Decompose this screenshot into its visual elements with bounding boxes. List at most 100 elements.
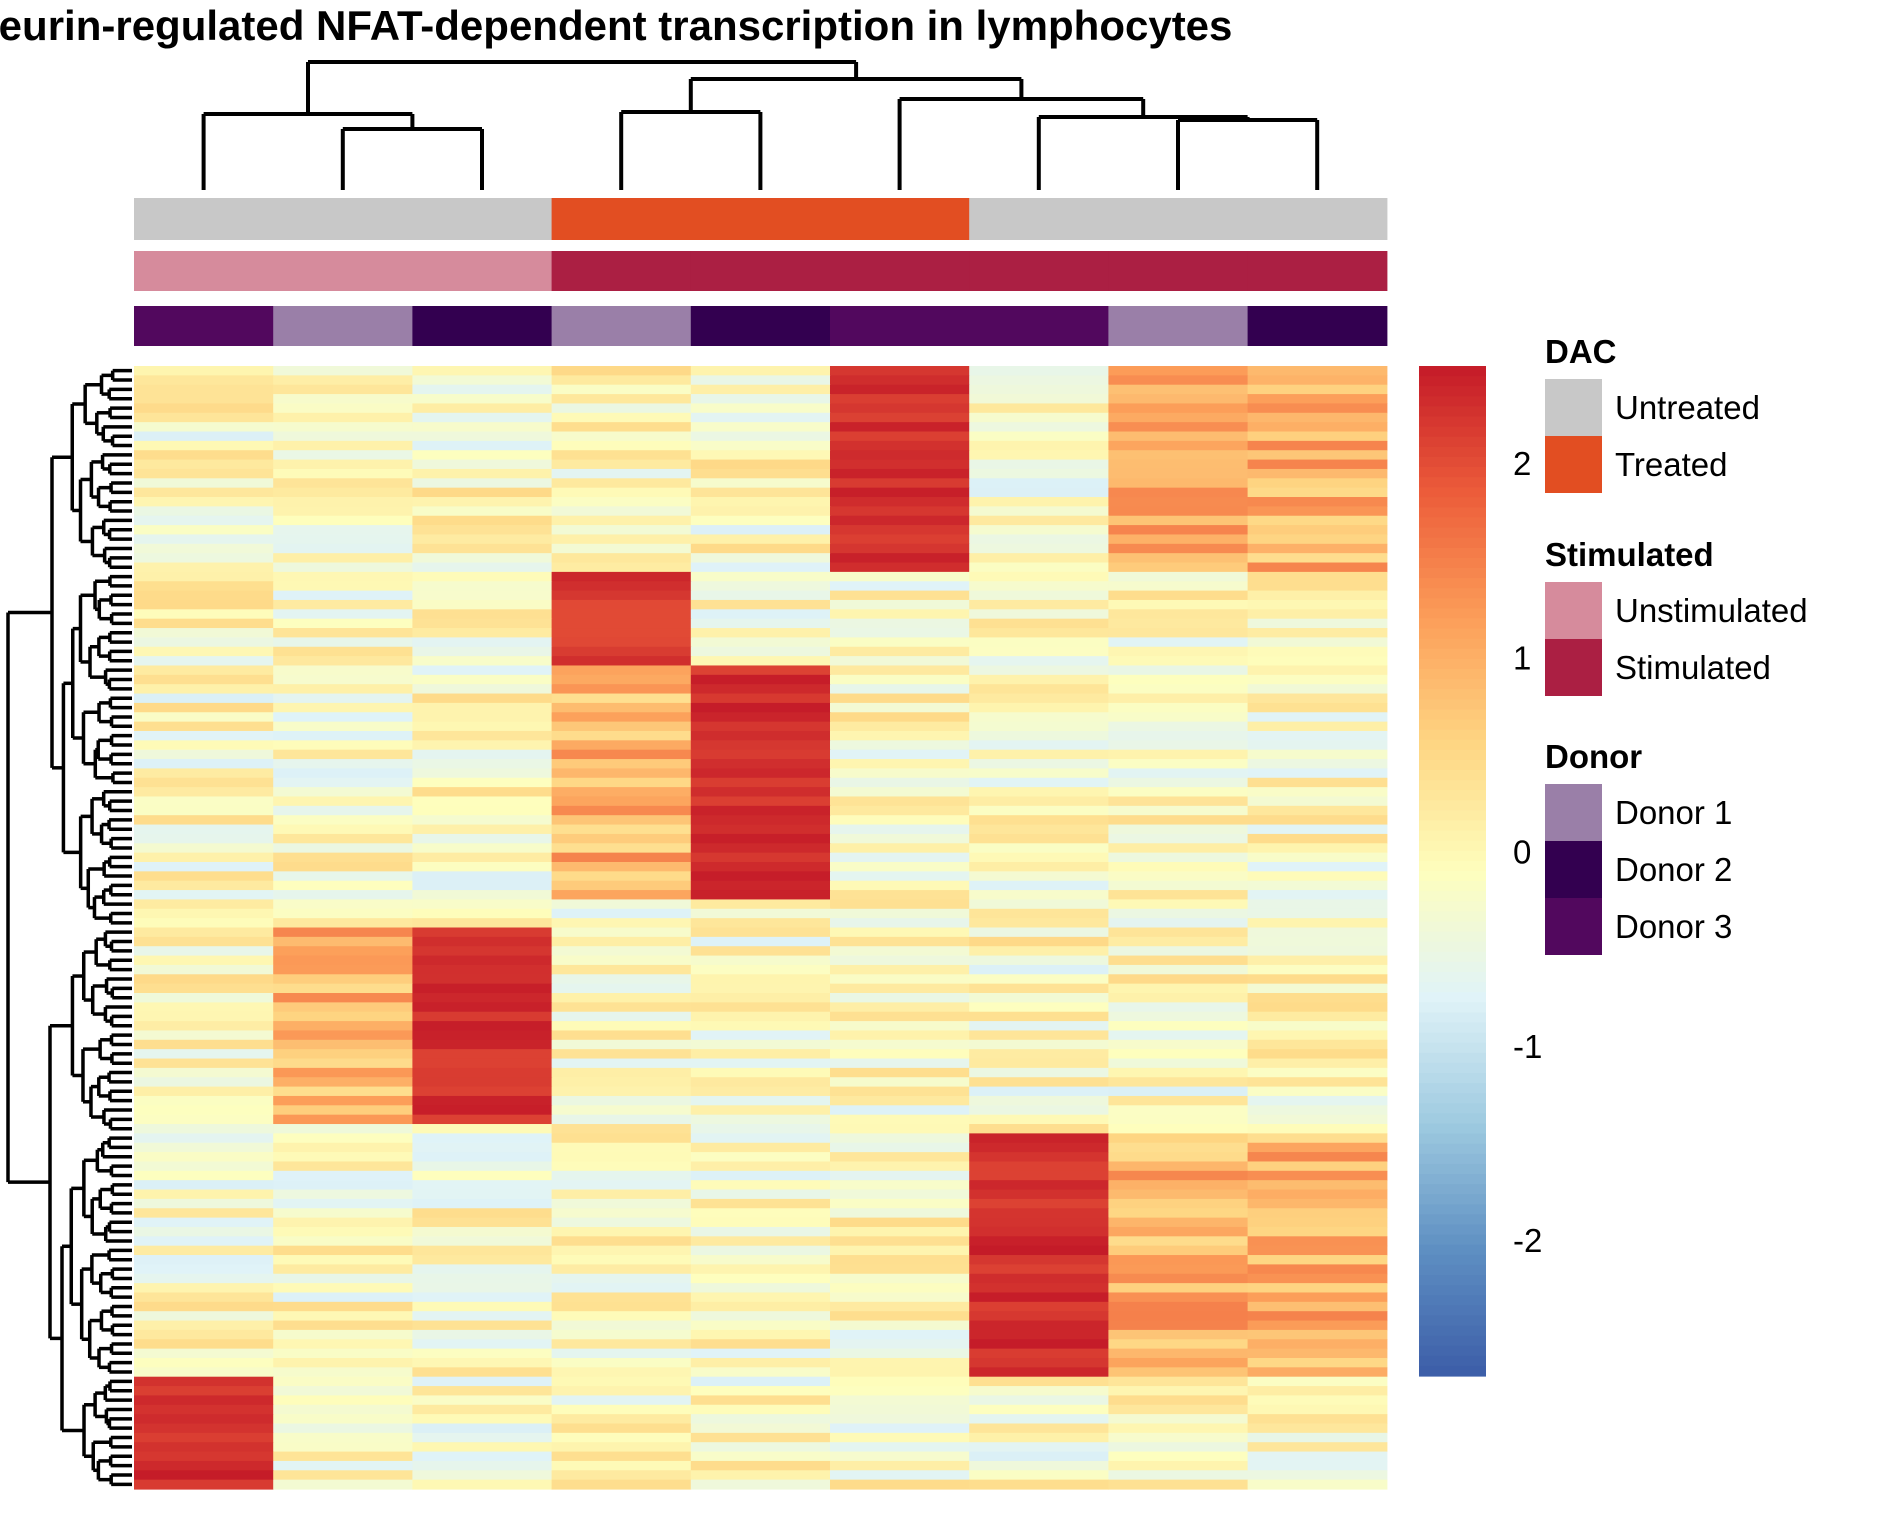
- color-scale-step: [1419, 1002, 1486, 1013]
- heatmap-cell: [1247, 366, 1388, 376]
- heatmap-cell: [969, 1077, 1109, 1088]
- heatmap-cell: [134, 1142, 274, 1153]
- heatmap-cell: [1108, 993, 1249, 1003]
- heatmap-cell: [1247, 1011, 1388, 1022]
- heatmap-cell: [830, 684, 970, 695]
- heatmap-cell: [1108, 637, 1249, 648]
- heatmap-cell: [1108, 1357, 1249, 1368]
- heatmap-cell: [1247, 656, 1388, 667]
- heatmap-cell: [273, 394, 413, 405]
- heatmap-cell: [551, 1030, 692, 1041]
- heatmap-cell: [273, 1339, 413, 1350]
- annotation-cell: [412, 306, 553, 346]
- heatmap-cell: [551, 1414, 692, 1425]
- color-scale-step: [1419, 759, 1486, 771]
- heatmap-cell: [969, 1049, 1109, 1060]
- heatmap-cell: [273, 1245, 413, 1256]
- heatmap-cell: [1108, 1395, 1249, 1406]
- heatmap-cell: [551, 983, 692, 994]
- heatmap-cell: [969, 1386, 1109, 1397]
- heatmap-cell: [551, 665, 692, 676]
- heatmap-cell: [830, 712, 970, 723]
- heatmap-cell: [1247, 1208, 1388, 1219]
- color-scale-tick-label: 1: [1513, 639, 1531, 676]
- heatmap-cell: [969, 1114, 1109, 1125]
- heatmap-cell: [969, 880, 1109, 891]
- annotation-cell: [1108, 251, 1249, 291]
- heatmap-cell: [134, 1189, 274, 1200]
- heatmap-cell: [969, 1301, 1109, 1312]
- heatmap-cell: [412, 1311, 553, 1322]
- heatmap-cell: [134, 599, 274, 610]
- heatmap-cell: [551, 1198, 692, 1209]
- heatmap-cell: [690, 1217, 831, 1228]
- heatmap-cell: [1108, 852, 1249, 863]
- heatmap-cell: [273, 384, 413, 395]
- heatmap-cell: [1247, 1002, 1388, 1013]
- heatmap-cell: [551, 599, 692, 610]
- heatmap-cell: [969, 515, 1109, 526]
- heatmap-cell: [412, 1320, 553, 1331]
- heatmap-cell: [134, 646, 274, 657]
- heatmap-cell: [412, 581, 553, 592]
- heatmap-cell: [551, 1170, 692, 1181]
- color-scale-step: [1419, 396, 1486, 407]
- heatmap-cell: [690, 768, 831, 779]
- heatmap-cell: [273, 1124, 413, 1134]
- heatmap-cell: [551, 899, 692, 910]
- heatmap-cell: [412, 1198, 553, 1209]
- heatmap-cell: [134, 1264, 274, 1275]
- heatmap-cell: [1247, 1311, 1388, 1322]
- heatmap-cell: [134, 693, 274, 704]
- heatmap-cell: [969, 506, 1109, 517]
- heatmap-cell: [412, 1404, 553, 1415]
- heatmap-cell: [412, 459, 553, 470]
- heatmap-cell: [969, 581, 1109, 592]
- heatmap-cell: [551, 1021, 692, 1032]
- heatmap-cell: [690, 974, 831, 985]
- heatmap-cell: [690, 506, 831, 517]
- heatmap-cell: [1108, 543, 1249, 554]
- heatmap-cell: [551, 936, 692, 947]
- color-scale-step: [1419, 1345, 1486, 1357]
- heatmap-cell: [1108, 422, 1249, 433]
- heatmap-cell: [830, 1329, 970, 1340]
- heatmap-cell: [412, 880, 553, 891]
- heatmap-cell: [1108, 366, 1249, 376]
- heatmap-cell: [1247, 459, 1388, 470]
- heatmap-cell: [412, 946, 553, 957]
- heatmap-cell: [1247, 1114, 1388, 1125]
- heatmap-cell: [134, 1133, 274, 1144]
- heatmap-cell: [134, 871, 274, 882]
- heatmap-cell: [551, 431, 692, 442]
- heatmap-cell: [969, 908, 1109, 919]
- heatmap-cell: [1108, 749, 1249, 760]
- heatmap-cell: [134, 1367, 274, 1378]
- heatmap-cell: [412, 618, 553, 629]
- heatmap-cell: [551, 553, 692, 564]
- heatmap-cell: [1247, 768, 1388, 779]
- heatmap-cell: [273, 1348, 413, 1359]
- heatmap-cell: [830, 1292, 970, 1303]
- heatmap-cell: [690, 1208, 831, 1219]
- heatmap-cell: [1247, 908, 1388, 919]
- heatmap-cell: [412, 656, 553, 667]
- heatmap-cell: [551, 955, 692, 966]
- heatmap-cell: [1247, 571, 1388, 582]
- heatmap-cell: [969, 1395, 1109, 1406]
- heatmap-cell: [969, 993, 1109, 1003]
- heatmap-cell: [1108, 656, 1249, 667]
- color-scale-step: [1419, 1032, 1486, 1044]
- heatmap-cell: [690, 1011, 831, 1022]
- heatmap-cell: [412, 796, 553, 807]
- heatmap-cell: [134, 1077, 274, 1088]
- heatmap-cell: [273, 843, 413, 854]
- heatmap-cell: [830, 805, 970, 816]
- heatmap-cell: [969, 1236, 1109, 1247]
- color-scale-step: [1419, 860, 1486, 872]
- heatmap-cell: [1108, 1067, 1249, 1078]
- color-scale-step: [1419, 1052, 1486, 1064]
- heatmap-cell: [273, 796, 413, 807]
- heatmap-cell: [412, 1189, 553, 1200]
- heatmap-cell: [273, 890, 413, 901]
